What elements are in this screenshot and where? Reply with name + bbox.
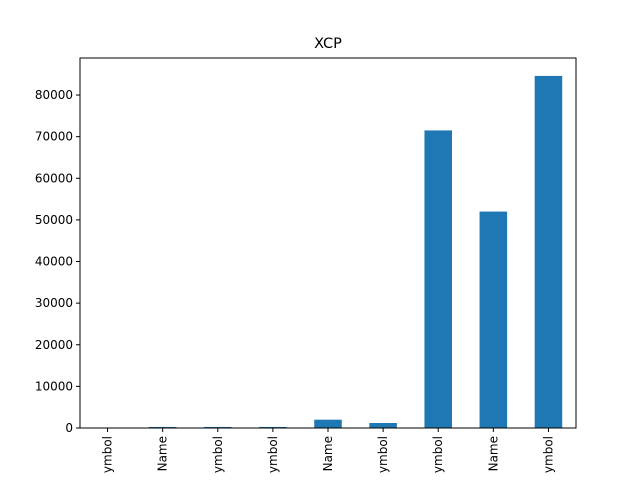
bar bbox=[479, 211, 508, 428]
y-tick-label: 0 bbox=[65, 421, 73, 435]
y-axis-ticks: 0 10000 20000 30000 40000 50000 60000 70000 8000… bbox=[35, 88, 80, 435]
x-tick-label: ymbol bbox=[431, 436, 445, 473]
x-tick-label: ymbol bbox=[541, 436, 555, 473]
y-tick-label: 30000 bbox=[35, 296, 73, 310]
x-tick-label: ymbol bbox=[266, 436, 280, 473]
y-tick-label: 40000 bbox=[35, 255, 73, 269]
y-tick-label: 50000 bbox=[35, 213, 73, 227]
bar bbox=[204, 426, 232, 428]
x-tick-label: Name bbox=[321, 436, 335, 471]
plot-frame bbox=[79, 57, 577, 429]
y-tick-label: 60000 bbox=[35, 171, 73, 185]
bar bbox=[148, 426, 177, 428]
y-tick-label: 70000 bbox=[35, 130, 73, 144]
y-tick-label: 20000 bbox=[35, 338, 73, 352]
x-tick-label: ymbol bbox=[376, 436, 390, 473]
bar bbox=[314, 419, 342, 428]
chart-title: XCP bbox=[314, 36, 342, 52]
x-axis-ticks: ymbol Name ymbol ymbol Name ymbol ymbol Name ymb… bbox=[101, 428, 555, 473]
y-tick-label: 80000 bbox=[35, 88, 73, 102]
x-tick-label: Name bbox=[156, 436, 170, 471]
bar bbox=[259, 426, 287, 428]
y-tick-label: 10000 bbox=[35, 379, 73, 393]
x-tick-label: Name bbox=[486, 436, 500, 471]
x-tick-label: ymbol bbox=[211, 436, 225, 473]
bar bbox=[369, 423, 397, 428]
bar bbox=[534, 75, 563, 428]
bar bbox=[424, 130, 452, 428]
bars-group bbox=[93, 75, 563, 428]
x-tick-label: ymbol bbox=[101, 436, 115, 473]
